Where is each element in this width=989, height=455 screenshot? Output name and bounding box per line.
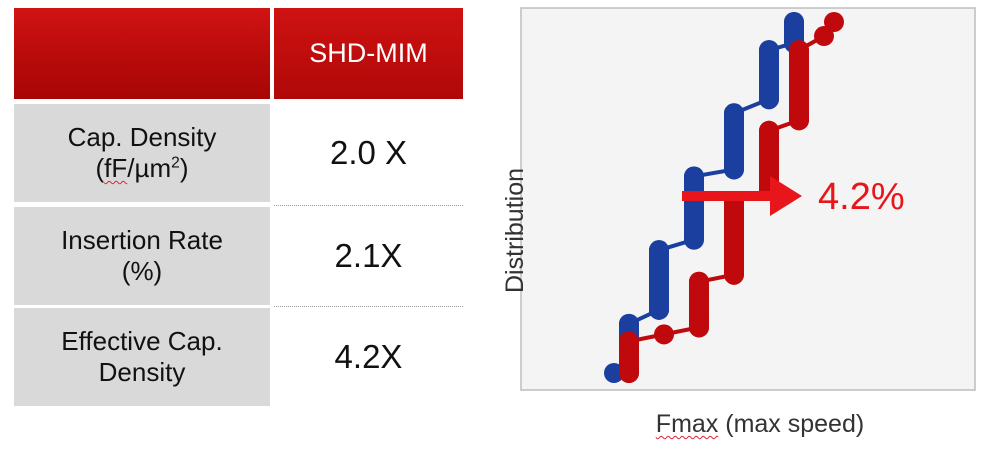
x-axis-label: Fmax (max speed) xyxy=(655,410,865,438)
label-line2: (fF/µm2) xyxy=(95,153,189,183)
series-0-point xyxy=(684,229,704,250)
row-separator xyxy=(274,306,463,307)
table-header-blank xyxy=(14,8,270,99)
series-layer xyxy=(604,12,844,383)
series-0-point xyxy=(784,12,804,32)
series-1-point xyxy=(824,12,844,32)
series-1-point xyxy=(689,271,709,292)
y-axis-label: Distribution xyxy=(501,167,530,293)
row-value-insertion-rate: 2.1X xyxy=(274,207,463,305)
comparison-table: SHD-MIM Cap. Density (fF/µm2) 2.0 X Inse… xyxy=(14,8,463,406)
label-line2: (%) xyxy=(121,256,163,286)
row-value-cap-density: 2.0 X xyxy=(274,104,463,202)
series-1-point xyxy=(724,264,744,285)
series-0-point xyxy=(619,313,639,334)
series-1-point xyxy=(654,324,674,345)
row-label-effective-cap-density: Effective Cap. Density xyxy=(14,308,270,406)
series-1-point xyxy=(814,26,834,47)
table-header-shd-mim: SHD-MIM xyxy=(274,8,463,99)
series-1-point xyxy=(759,120,779,141)
shift-arrow-head xyxy=(770,176,802,216)
series-1-point xyxy=(619,331,639,352)
row-label-cap-density: Cap. Density (fF/µm2) xyxy=(14,104,270,202)
series-0-point xyxy=(759,89,779,110)
series-1-point xyxy=(619,363,639,383)
label-line1: Cap. Density xyxy=(67,122,217,153)
series-1-point xyxy=(789,40,809,61)
label-line1: Effective Cap. xyxy=(61,326,223,357)
series-0-point xyxy=(759,40,779,61)
series-0-point xyxy=(684,166,704,187)
series-1-point xyxy=(789,110,809,131)
label-line1: Insertion Rate xyxy=(61,225,223,256)
row-separator xyxy=(274,205,463,206)
row-label-insertion-rate: Insertion Rate (%) xyxy=(14,207,270,305)
annotation-label: 4.2% xyxy=(818,176,905,218)
series-0-point xyxy=(649,240,669,261)
series-0-point xyxy=(724,159,744,180)
series-0-point xyxy=(649,299,669,320)
series-0-point xyxy=(724,103,744,124)
series-1-point xyxy=(689,317,709,338)
row-value-effective-cap-density: 4.2X xyxy=(274,308,463,406)
label-line2: Density xyxy=(98,357,186,387)
